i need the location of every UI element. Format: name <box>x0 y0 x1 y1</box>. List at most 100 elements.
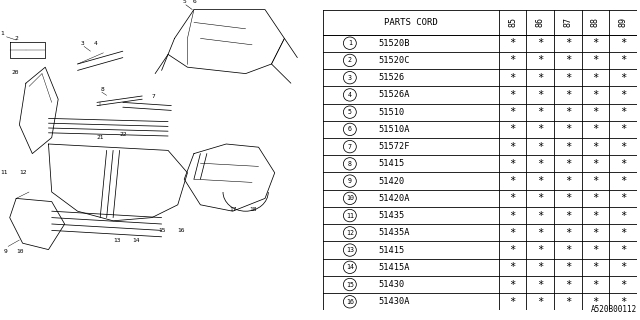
Text: *: * <box>620 142 626 152</box>
Text: A520B00112: A520B00112 <box>591 305 637 314</box>
Text: *: * <box>592 245 598 255</box>
Text: *: * <box>592 262 598 272</box>
Text: *: * <box>620 193 626 203</box>
Text: 51415: 51415 <box>378 159 404 168</box>
Text: 86: 86 <box>536 17 545 27</box>
Text: *: * <box>509 38 516 48</box>
Text: *: * <box>537 55 543 65</box>
Text: 2: 2 <box>348 57 352 63</box>
Text: *: * <box>564 38 571 48</box>
Text: *: * <box>564 245 571 255</box>
Text: *: * <box>564 228 571 238</box>
Text: 22: 22 <box>120 132 127 137</box>
Text: *: * <box>509 211 516 220</box>
Text: *: * <box>564 280 571 290</box>
Text: 16: 16 <box>346 299 354 305</box>
Text: *: * <box>509 142 516 152</box>
Text: 12: 12 <box>19 170 27 175</box>
Text: *: * <box>592 280 598 290</box>
Text: *: * <box>509 90 516 100</box>
Text: *: * <box>620 176 626 186</box>
Text: *: * <box>537 176 543 186</box>
Text: *: * <box>592 297 598 307</box>
Text: 89: 89 <box>618 17 627 27</box>
Text: *: * <box>592 228 598 238</box>
Text: 51526A: 51526A <box>378 91 410 100</box>
Text: 11: 11 <box>0 170 8 175</box>
Text: 4: 4 <box>93 41 97 46</box>
Text: *: * <box>509 176 516 186</box>
Text: 2: 2 <box>15 36 19 41</box>
Text: *: * <box>564 55 571 65</box>
Text: 51510: 51510 <box>378 108 404 117</box>
Text: 51520B: 51520B <box>378 39 410 48</box>
Text: 6: 6 <box>348 126 352 132</box>
Text: 85: 85 <box>508 17 517 27</box>
Text: *: * <box>537 297 543 307</box>
Text: 12: 12 <box>346 230 354 236</box>
Text: 16: 16 <box>178 228 185 233</box>
Text: *: * <box>509 55 516 65</box>
Text: *: * <box>592 159 598 169</box>
Text: *: * <box>592 38 598 48</box>
Text: *: * <box>537 211 543 220</box>
Text: 51435: 51435 <box>378 211 404 220</box>
Text: 5: 5 <box>348 109 352 115</box>
Text: 17: 17 <box>230 207 237 212</box>
Text: *: * <box>592 55 598 65</box>
Text: 9: 9 <box>348 178 352 184</box>
Text: *: * <box>620 55 626 65</box>
Text: *: * <box>509 107 516 117</box>
Text: *: * <box>509 280 516 290</box>
Text: 1: 1 <box>0 31 4 36</box>
Text: *: * <box>564 142 571 152</box>
Text: 51415A: 51415A <box>378 263 410 272</box>
Text: *: * <box>509 245 516 255</box>
Text: *: * <box>509 124 516 134</box>
Text: *: * <box>564 297 571 307</box>
Text: *: * <box>537 107 543 117</box>
Text: *: * <box>620 90 626 100</box>
Text: 7: 7 <box>348 144 352 150</box>
Text: *: * <box>537 124 543 134</box>
Text: 7: 7 <box>152 93 156 99</box>
Text: *: * <box>564 73 571 83</box>
Text: 3: 3 <box>81 41 84 46</box>
Text: 51430: 51430 <box>378 280 404 289</box>
Text: 51526: 51526 <box>378 73 404 82</box>
Text: *: * <box>509 228 516 238</box>
Text: 8: 8 <box>348 161 352 167</box>
Text: *: * <box>620 124 626 134</box>
Text: *: * <box>537 90 543 100</box>
Text: 14: 14 <box>346 264 354 270</box>
Text: 51420: 51420 <box>378 177 404 186</box>
Text: *: * <box>564 124 571 134</box>
Text: *: * <box>537 159 543 169</box>
Text: *: * <box>592 211 598 220</box>
Text: *: * <box>592 90 598 100</box>
Text: *: * <box>620 245 626 255</box>
Text: 51520C: 51520C <box>378 56 410 65</box>
Text: 51415: 51415 <box>378 245 404 255</box>
Text: *: * <box>592 124 598 134</box>
Text: 6: 6 <box>192 0 196 4</box>
Text: *: * <box>537 38 543 48</box>
Text: 15: 15 <box>346 282 354 288</box>
Text: *: * <box>620 280 626 290</box>
Text: *: * <box>509 159 516 169</box>
Text: *: * <box>592 193 598 203</box>
Text: *: * <box>564 159 571 169</box>
Text: *: * <box>537 142 543 152</box>
Text: 20: 20 <box>12 69 19 75</box>
Text: 51510A: 51510A <box>378 125 410 134</box>
Text: *: * <box>537 245 543 255</box>
Text: 5: 5 <box>182 0 186 4</box>
Text: 13: 13 <box>113 237 120 243</box>
Text: *: * <box>592 142 598 152</box>
Text: 51430A: 51430A <box>378 297 410 306</box>
Text: 88: 88 <box>591 17 600 27</box>
Text: *: * <box>564 90 571 100</box>
Text: *: * <box>620 262 626 272</box>
Text: 10: 10 <box>346 195 354 201</box>
Text: 18: 18 <box>249 207 257 212</box>
